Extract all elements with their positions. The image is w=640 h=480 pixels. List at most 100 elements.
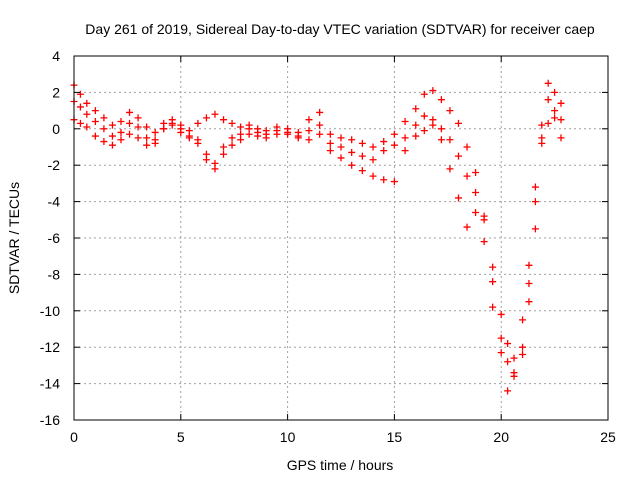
data-point — [489, 263, 497, 271]
data-point — [412, 132, 420, 140]
data-point — [446, 165, 454, 173]
data-point — [91, 118, 99, 126]
data-point — [446, 107, 454, 115]
data-point — [337, 134, 345, 142]
y-tick-label: -4 — [48, 194, 61, 210]
data-point — [551, 107, 559, 115]
data-point — [358, 167, 366, 175]
data-point — [446, 136, 454, 144]
data-point — [228, 119, 236, 127]
data-point — [544, 119, 552, 127]
data-point — [337, 143, 345, 151]
data-point — [489, 303, 497, 311]
y-tick-label: -12 — [40, 339, 60, 355]
data-point — [134, 123, 142, 131]
y-tick-label: -8 — [48, 266, 61, 282]
data-point — [463, 223, 471, 231]
data-point — [358, 152, 366, 160]
series-track-1 — [70, 79, 565, 362]
data-point — [134, 134, 142, 142]
data-point — [504, 340, 512, 348]
data-point — [126, 130, 134, 138]
y-tick-label: -14 — [40, 376, 60, 392]
data-point — [202, 156, 210, 164]
data-point — [437, 136, 445, 144]
y-tick-label: -2 — [48, 157, 61, 173]
data-point — [437, 96, 445, 104]
data-point — [480, 238, 488, 246]
data-point — [316, 121, 324, 129]
data-point — [480, 216, 488, 224]
data-point — [557, 99, 565, 107]
data-point — [126, 108, 134, 116]
data-point — [510, 372, 518, 380]
data-point — [108, 141, 116, 149]
data-point — [454, 119, 462, 127]
data-point — [143, 123, 151, 131]
data-point — [326, 130, 334, 138]
data-point — [390, 141, 398, 149]
data-point — [420, 127, 428, 135]
data-point — [497, 349, 505, 357]
data-point — [510, 354, 518, 362]
data-point — [519, 343, 527, 351]
x-axis-label: GPS time / hours — [287, 457, 394, 473]
data-point — [228, 134, 236, 142]
data-point — [429, 87, 437, 95]
data-point — [185, 134, 193, 142]
data-point — [211, 110, 219, 118]
data-point — [557, 116, 565, 124]
data-point — [228, 141, 236, 149]
data-point — [273, 130, 281, 138]
y-tick-label: -10 — [40, 303, 60, 319]
data-point — [83, 110, 91, 118]
data-point — [143, 134, 151, 142]
data-point — [390, 178, 398, 186]
data-point — [305, 127, 313, 135]
y-axis-label: SDTVAR / TECUs — [6, 182, 22, 294]
x-tick-label: 0 — [70, 429, 78, 445]
data-point — [83, 123, 91, 131]
data-point — [237, 123, 245, 131]
data-point — [525, 280, 533, 287]
data-point — [108, 121, 116, 129]
data-point — [429, 121, 437, 129]
data-point — [420, 90, 428, 98]
data-point — [194, 139, 202, 147]
data-point — [245, 130, 253, 138]
data-point — [380, 138, 388, 146]
data-point — [525, 261, 533, 269]
data-point — [369, 143, 377, 151]
data-point — [551, 114, 559, 122]
x-tick-label: 15 — [387, 429, 403, 445]
data-point — [220, 143, 228, 151]
data-point — [358, 139, 366, 147]
data-point — [454, 152, 462, 160]
data-point — [557, 134, 565, 142]
data-point — [143, 141, 151, 149]
data-point — [504, 387, 512, 395]
data-point — [316, 108, 324, 116]
data-point — [134, 114, 142, 122]
data-point — [348, 148, 356, 156]
data-point — [202, 114, 210, 122]
data-point — [401, 118, 409, 126]
data-point — [519, 350, 527, 358]
data-point — [348, 161, 356, 169]
data-point — [489, 278, 497, 286]
data-point — [294, 132, 302, 140]
data-point — [348, 136, 356, 144]
y-axis-tick-labels: -16 -14 -12 -10 -8 -6 -4 -2 0 2 4 — [40, 48, 60, 428]
data-point — [76, 90, 84, 98]
data-point — [544, 96, 552, 104]
data-point — [168, 121, 176, 129]
data-point — [316, 130, 324, 138]
data-point — [117, 118, 125, 126]
data-point — [401, 147, 409, 155]
data-point — [100, 125, 108, 133]
data-point — [305, 136, 313, 144]
data-point — [420, 112, 428, 120]
data-point — [497, 334, 505, 342]
data-point — [531, 183, 539, 191]
data-point — [497, 310, 505, 318]
